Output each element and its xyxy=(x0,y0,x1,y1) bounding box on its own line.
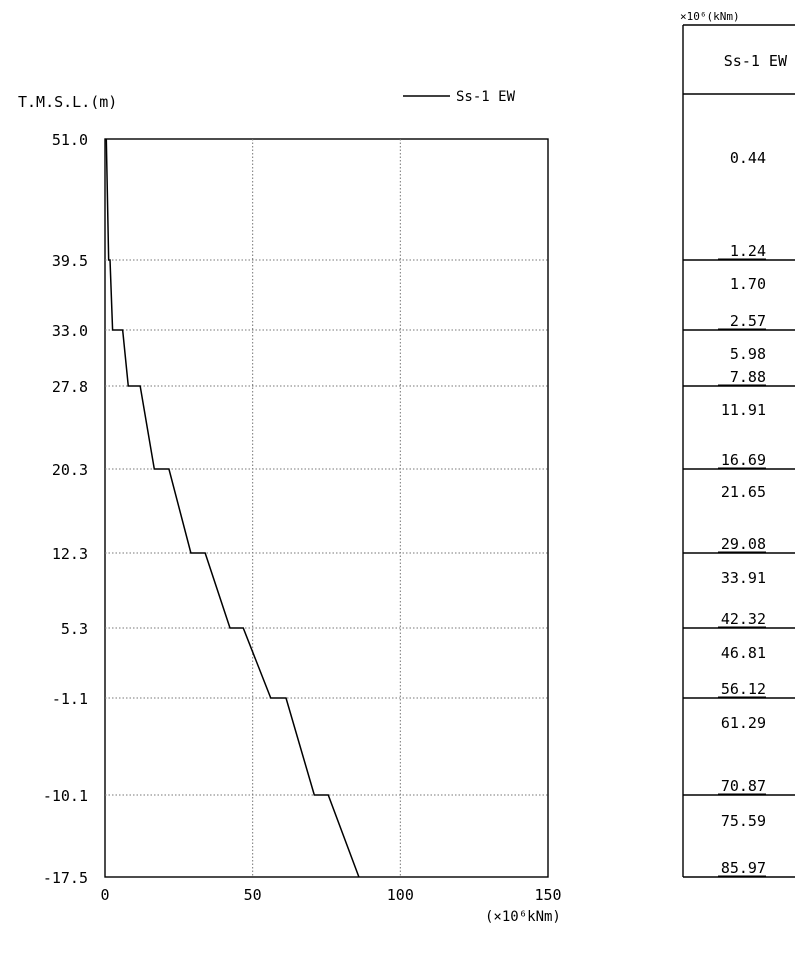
table-bottom-value: 2.57 xyxy=(730,312,766,330)
y-axis-label: T.M.S.L.(m) xyxy=(18,93,117,111)
x-tick-labels: 0 50 100 150 xyxy=(100,886,561,904)
table-top-value: 46.81 xyxy=(721,644,766,662)
series-line xyxy=(105,138,360,878)
y-tick-label: 12.3 xyxy=(52,545,88,563)
y-tick-labels: 51.0 39.5 33.0 27.8 20.3 12.3 5.3 -1.1 -10.1 -17.… xyxy=(43,131,88,887)
table-bottom-value: 85.97 xyxy=(721,859,766,877)
table-bottom-value: 1.24 xyxy=(730,242,766,260)
table-top-value: 0.44 xyxy=(730,149,766,167)
table-bottom-value: 70.87 xyxy=(721,777,766,795)
y-tick-label: 27.8 xyxy=(52,378,88,396)
table-top-value: 75.59 xyxy=(721,812,766,830)
legend-label: Ss-1 EW xyxy=(456,89,516,105)
y-tick-label: -1.1 xyxy=(52,690,88,708)
table-header: Ss-1 EW xyxy=(724,52,788,70)
table-bottom-value: 56.12 xyxy=(721,680,766,698)
table-top-value: 21.65 xyxy=(721,483,766,501)
plot-frame xyxy=(104,138,549,878)
table-bottom-value: 29.08 xyxy=(721,535,766,553)
x-tick-label: 0 xyxy=(100,886,109,904)
x-tick-label: 150 xyxy=(534,886,561,904)
y-tick-label: 51.0 xyxy=(52,131,88,149)
table-top-value: 1.70 xyxy=(730,275,766,293)
y-tick-label: 20.3 xyxy=(52,461,88,479)
table-bottom-value: 42.32 xyxy=(721,610,766,628)
y-tick-label: -10.1 xyxy=(43,787,88,805)
table-top-value: 5.98 xyxy=(730,345,766,363)
table-top-value: 61.29 xyxy=(721,714,766,732)
table-top-value: 11.91 xyxy=(721,401,766,419)
horizontal-grid xyxy=(105,259,548,796)
x-tick-label: 100 xyxy=(387,886,414,904)
y-tick-label: 39.5 xyxy=(52,252,88,270)
table-bottom-value: 16.69 xyxy=(721,451,766,469)
value-table: Ss-1 EW 0.44 1.24 1.70 2.57 5.98 7.88 11.91 16.6… xyxy=(682,24,795,878)
vertical-grid xyxy=(252,139,401,877)
x-axis-unit: (×10⁶kNm) xyxy=(485,909,561,925)
x-tick-label: 50 xyxy=(244,886,262,904)
table-bottom-value: 7.88 xyxy=(730,368,766,386)
y-tick-label: 33.0 xyxy=(52,322,88,340)
table-unit: ×10⁶(kNm) xyxy=(680,10,740,23)
series-group xyxy=(105,138,360,878)
y-tick-label: 5.3 xyxy=(61,620,88,638)
table-top-value: 33.91 xyxy=(721,569,766,587)
y-tick-label: -17.5 xyxy=(43,869,88,887)
